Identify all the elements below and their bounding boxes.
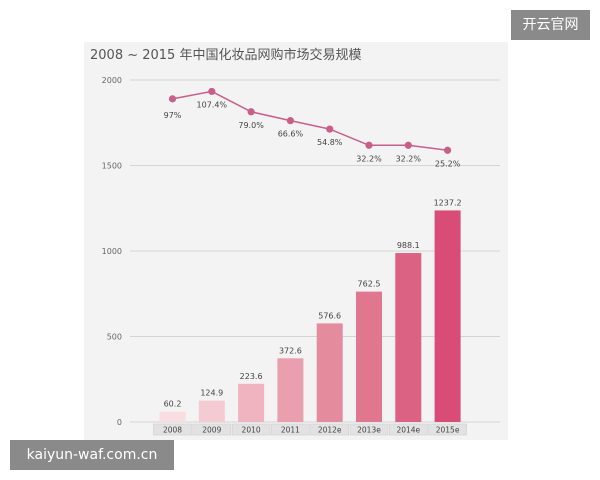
bar [356,291,382,422]
y-tick-label: 500 [107,333,122,342]
x-tick-label: 2012e [318,426,342,435]
growth-label: 54.8% [317,138,343,147]
y-ticks: 0 500 1000 1500 2000 [102,76,122,427]
value-label: 124.9 [200,389,223,398]
x-tick-label: 2008 [163,426,182,435]
growth-point [247,108,255,116]
growth-point [286,117,294,125]
growth-point [404,141,412,149]
x-tick-label: 2014e [396,426,420,435]
growth-point [326,125,334,133]
y-tick-label: 1500 [102,162,122,171]
growth-label: 97% [164,111,182,120]
growth-label: 25.2% [435,159,461,168]
watermark-top: 开云官网 [511,10,590,40]
bar [198,400,225,422]
y-tick-label: 1000 [102,247,122,256]
x-tick-label: 2015e [436,426,460,435]
x-tick-label: 2009 [202,426,221,435]
bar [316,323,343,422]
category-box [310,423,350,436]
growth-point [168,95,177,103]
bar [238,383,265,422]
value-label: 223.6 [240,372,263,381]
bar [277,358,304,422]
x-tick-label: 2011 [281,426,300,435]
bar [159,411,186,422]
category-labels: 2008 2009 2010 2011 2012e 2013e 2014e 2015e [153,423,467,436]
value-label: 576.6 [318,311,341,320]
category-box [428,423,467,436]
watermark-bottom: kaiyun-waf.com.cn [10,440,174,470]
value-label: 988.1 [397,241,420,250]
growth-label: 107.4% [197,100,228,109]
growth-polyline [172,90,448,152]
category-box [231,423,271,436]
growth-label: 32.2% [396,154,422,163]
category-box [271,423,310,436]
category-box [153,423,192,436]
growth-point [365,141,373,149]
growth-line: 97% 107.4% 79.0% 66.6% 54.8% 32.2% 32.2% 25.2% [164,87,461,168]
category-box [349,423,389,436]
growth-point [444,146,452,154]
value-labels: 60.2 124.9 223.6 372.6 576.6 762.5 988.1 1237.2 [164,198,462,408]
y-tick-label: 0 [117,418,122,427]
chart-title: 2008 ~ 2015 年中国化妆品网购市场交易规模 [90,48,362,63]
growth-point [208,87,216,96]
category-box [192,423,232,436]
value-label: 1237.2 [434,198,462,207]
bar [434,210,461,422]
x-tick-label: 2013e [357,426,381,435]
value-label: 762.5 [358,280,381,289]
category-box [388,423,428,436]
growth-label: 32.2% [356,154,382,163]
x-tick-label: 2010 [242,426,261,435]
y-tick-label: 2000 [102,76,122,85]
growth-label: 79.0% [238,121,264,130]
bars [159,210,461,422]
growth-label: 66.6% [278,130,304,139]
bar [395,253,422,422]
value-label: 60.2 [164,400,182,409]
value-label: 372.6 [279,346,302,355]
